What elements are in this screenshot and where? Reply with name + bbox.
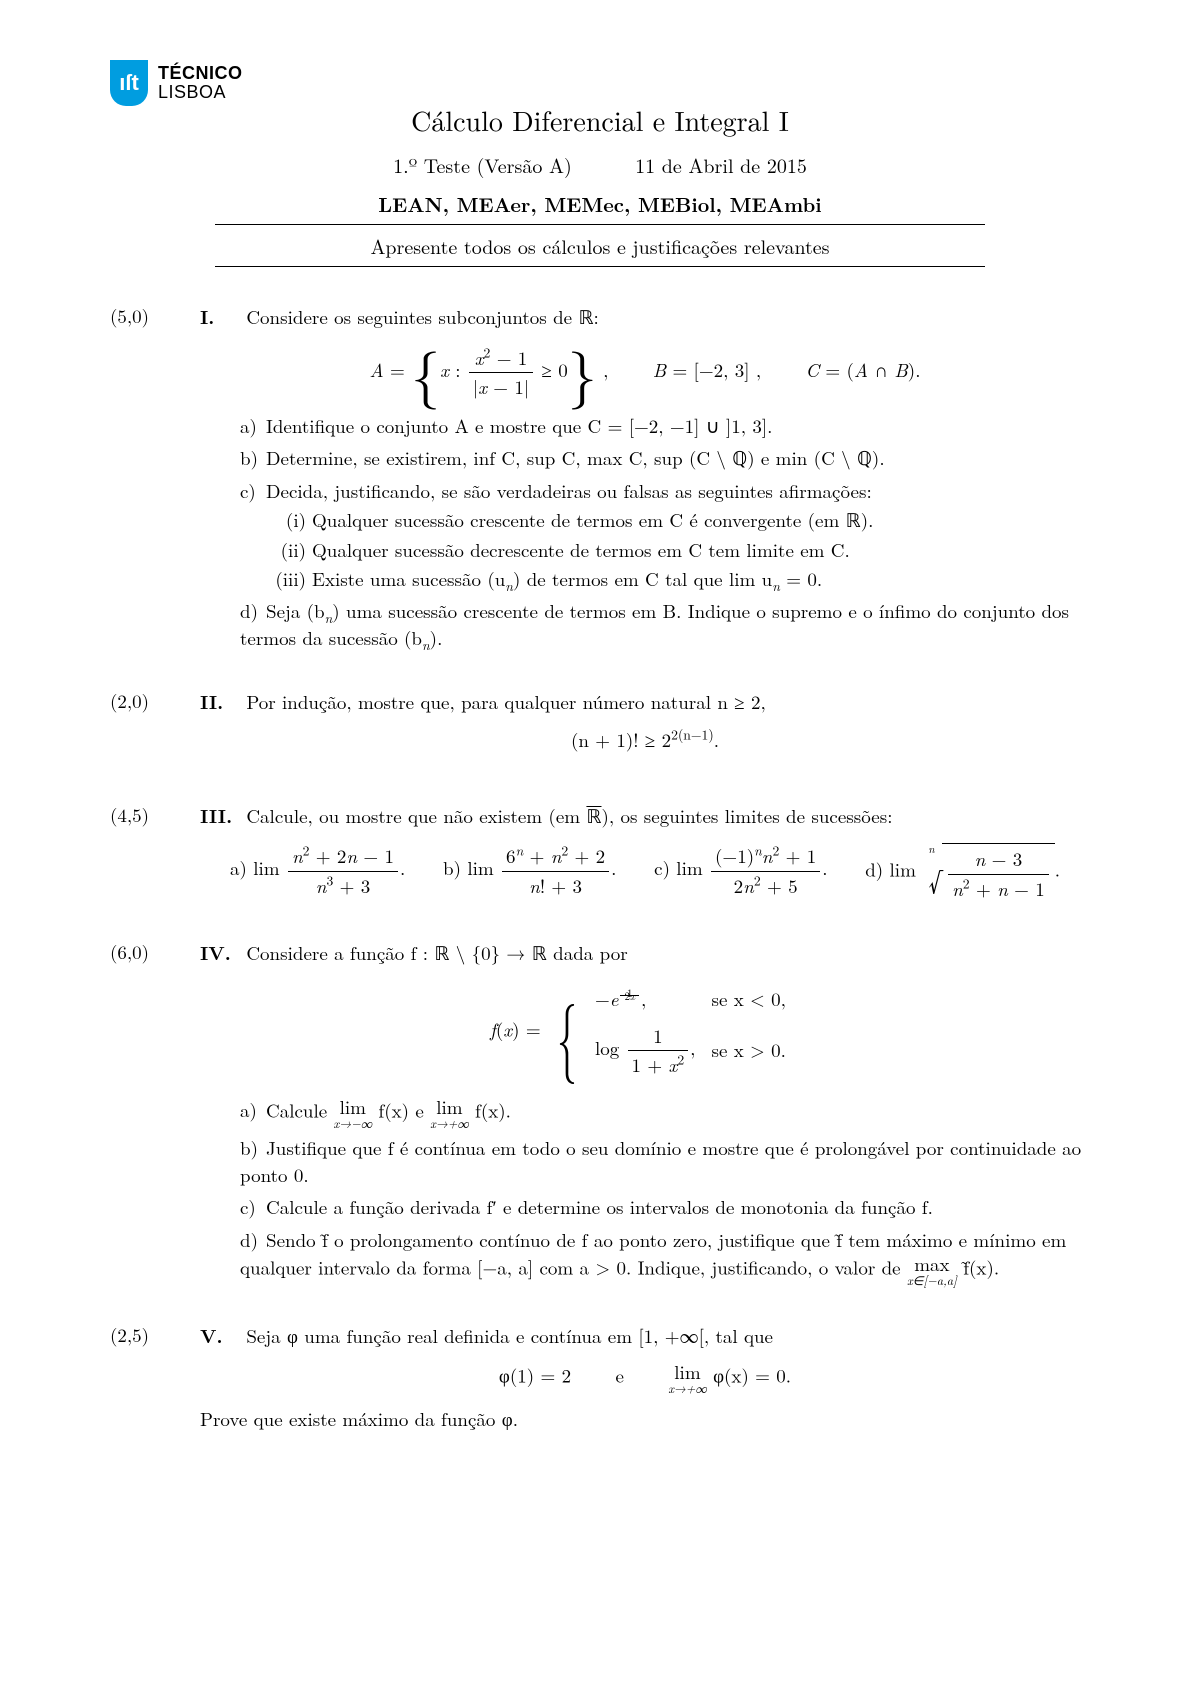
num-IV: IV. bbox=[200, 939, 240, 966]
eq-II: (n + 1)! ≥ 22(n−1). bbox=[200, 727, 1090, 754]
V-conclusion: Prove que existe máximo da função φ. bbox=[200, 1406, 1090, 1433]
I-c-ii: (ii)Qualquer sucessão decrescente de ter… bbox=[270, 537, 1090, 564]
test-name: 1.º Teste (Versão A) bbox=[393, 150, 572, 179]
III-d: d) lim n√n − 3n2 + n − 1. bbox=[865, 843, 1060, 902]
points-V: (2,5) bbox=[110, 1322, 200, 1433]
eq-V: φ(1) = 2 e limx→+∞ φ(x) = 0. bbox=[200, 1362, 1090, 1394]
I-c: c)Decida, justificando, se são verdadeir… bbox=[240, 478, 1090, 505]
I-d: d)Seja (bn) uma sucessão crescente de te… bbox=[240, 598, 1090, 651]
points-IV: (6,0) bbox=[110, 939, 200, 1286]
points-III: (4,5) bbox=[110, 802, 200, 903]
problem-III: (4,5) III. Calcule, ou mostre que não ex… bbox=[110, 802, 1090, 903]
num-V: V. bbox=[200, 1322, 240, 1349]
programs: LEAN, MEAer, MEMec, MEBiol, MEAmbi bbox=[110, 189, 1090, 218]
rule-bottom bbox=[215, 266, 985, 267]
points-I: (5,0) bbox=[110, 303, 200, 652]
III-c: c) lim (−1)nn2 + 12n2 + 5. bbox=[654, 843, 827, 902]
course-title: Cálculo Diferencial e Integral I bbox=[110, 100, 1090, 140]
real-symbol bbox=[578, 308, 593, 329]
IV-a: a)Calcule limx→−∞ f(x) e limx→+∞ f(x). bbox=[240, 1097, 1090, 1129]
IV-c: c)Calcule a função derivada f′ e determi… bbox=[240, 1194, 1090, 1221]
I-b: b)Determine, se existirem, inf C, sup C,… bbox=[240, 445, 1090, 472]
test-date: 11 de Abril de 2015 bbox=[635, 150, 807, 179]
text-II: Por indução, mostre que, para qualquer n… bbox=[246, 688, 765, 715]
I-a: a)Identifique o conjunto A e mostre que … bbox=[240, 413, 1090, 440]
I-c-iii: (iii)Existe uma sucessão (un) de termos … bbox=[270, 566, 1090, 593]
logo-line2: LISBOA bbox=[158, 83, 243, 102]
instructions: Apresente todos os cálculos e justificaç… bbox=[110, 231, 1090, 260]
I-c-i: (i)Qualquer sucessão crescente de termos… bbox=[270, 507, 1090, 536]
problem-IV: (6,0) IV. Considere a função f : \ {0} →… bbox=[110, 939, 1090, 1286]
problem-II: (2,0) II. Por indução, mostre que, para … bbox=[110, 688, 1090, 766]
III-b: b) lim 6n + n2 + 2n! + 3. bbox=[443, 843, 616, 902]
logo-badge: ıſt bbox=[110, 60, 148, 106]
num-III: III. bbox=[200, 802, 240, 829]
IV-b: b)Justifique que f é contínua em todo o … bbox=[240, 1135, 1090, 1188]
logo-text: TÉCNICO LISBOA bbox=[158, 64, 243, 102]
eq-IV: f(x) = { −e12x,se x < 0, log 11 + x2,se … bbox=[200, 980, 1090, 1085]
points-II: (2,0) bbox=[110, 688, 200, 766]
logo-line1: TÉCNICO bbox=[158, 64, 243, 83]
eq-I: A = {x : x2 − 1|x − 1| ≥ 0} , B = [−2, 3… bbox=[200, 345, 1090, 401]
document-header: Cálculo Diferencial e Integral I 1.º Tes… bbox=[110, 100, 1090, 267]
III-a: a) lim n2 + 2n − 1n3 + 3. bbox=[230, 843, 405, 902]
test-info: 1.º Teste (Versão A) 11 de Abril de 2015 bbox=[110, 150, 1090, 179]
eq-row-III: a) lim n2 + 2n − 1n3 + 3. b) lim 6n + n2… bbox=[230, 843, 1060, 902]
IV-d: d)Sendo f̃ o prolongamento contínuo de f… bbox=[240, 1227, 1090, 1286]
intro-I: Considere os seguintes subconjuntos de bbox=[246, 303, 578, 330]
problem-I: (5,0) I. Considere os seguintes subconju… bbox=[110, 303, 1090, 652]
exam-page: ıſt TÉCNICO LISBOA Cálculo Diferencial e… bbox=[0, 0, 1200, 1697]
num-I: I. bbox=[200, 303, 240, 330]
rule-top bbox=[215, 224, 985, 225]
num-II: II. bbox=[200, 688, 240, 715]
problem-V: (2,5) V. Seja φ uma função real definida… bbox=[110, 1322, 1090, 1433]
